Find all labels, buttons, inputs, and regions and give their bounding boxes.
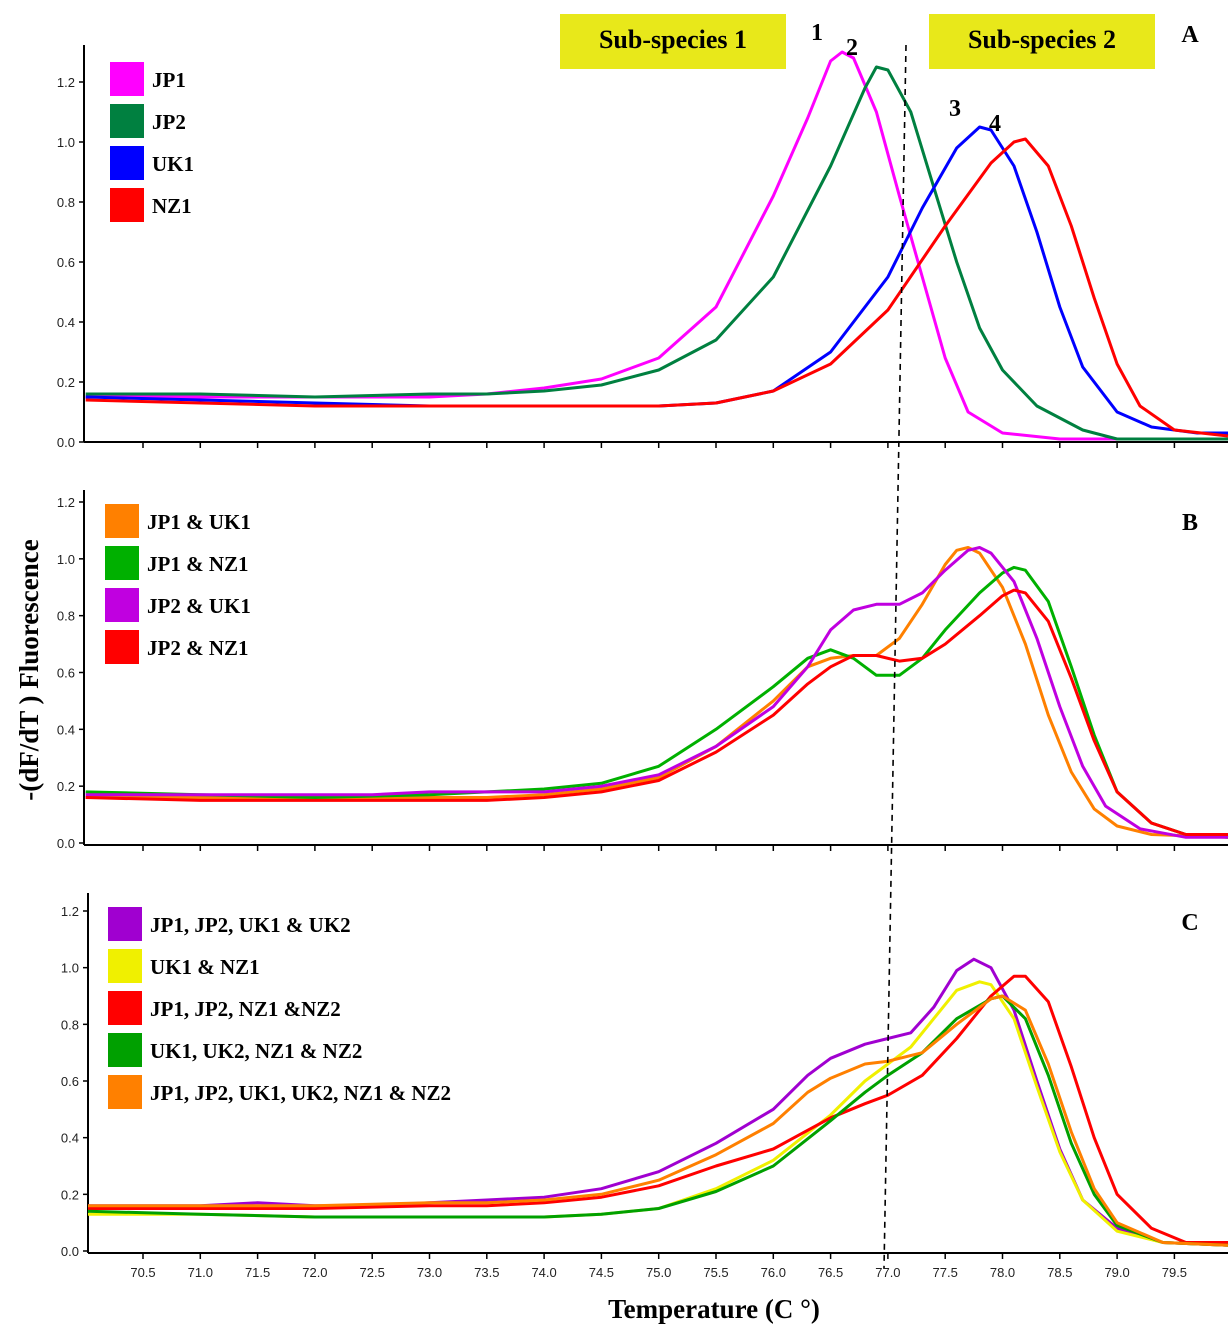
y-tick-label: 0.0 [57,836,75,851]
panel-letter: B [1182,510,1198,536]
y-tick-label: 1.0 [57,135,75,150]
x-tick-label: 70.5 [130,1265,155,1280]
legend-label: UK1, UK2, NZ1 & NZ2 [150,1039,362,1063]
x-tick-label: 72.5 [360,1265,385,1280]
series-line-jp1-uk1 [85,546,1229,839]
sub-species-1-box [560,14,786,69]
x-tick-label: 76.5 [818,1265,843,1280]
y-tick-label: 0.6 [61,1074,79,1089]
sub-species-2-box [929,14,1155,69]
series-line-nz1 [85,137,1229,438]
x-tick-label: 71.0 [188,1265,213,1280]
y-tick-label: 0.2 [61,1187,79,1202]
y-tick-label: 1.0 [57,552,75,567]
legend-label: JP1 & NZ1 [147,552,249,576]
panel-B: 0.0 0.2 0.4 0.6 0.8 1.0 1.2 JP1 & UK1 JP1 & NZ1 J… [57,490,1229,851]
series-line-jp2-nz1 [85,588,1228,836]
y-tick-label: 0.4 [57,722,75,737]
legend-label: UK1 [152,152,194,176]
y-tick-label: 0.6 [57,255,75,270]
y-tick-label: 1.2 [61,904,79,919]
y-tick-label: 1.0 [61,961,79,976]
panel-letter: A [1181,22,1199,48]
x-axis-title: Temperature (C °) [608,1294,820,1324]
subspecies-divider [883,44,907,1269]
y-tick-label: 0.0 [61,1244,79,1259]
legend-swatch [105,546,139,580]
panel-A: 0.0 0.2 0.4 0.6 0.8 1.0 1.2 JP1 JP2 UK1 NZ1 A [57,22,1229,450]
peak-number-3: 3 [949,96,961,122]
x-tick-label: 78.0 [990,1265,1015,1280]
x-tick-label: 78.5 [1047,1265,1072,1280]
legend-label: NZ1 [152,194,192,218]
panel-C: 0.0 0.2 0.4 0.6 0.8 1.0 1.2 70.5 71.0 71.5 72.0 72.… [61,893,1229,1280]
y-tick-label: 0.0 [57,435,75,450]
series-line-jp1-nz1 [85,565,1229,839]
peak-number-4: 4 [989,111,1001,137]
legend-label: JP1 [152,68,186,92]
legend-label: JP2 [152,110,186,134]
peak-number-2: 2 [846,35,858,61]
legend-label: JP1, JP2, UK1 & UK2 [150,913,351,937]
y-tick-label: 0.4 [57,315,75,330]
x-tick-label: 72.0 [302,1265,327,1280]
x-tick-label: 73.0 [417,1265,442,1280]
x-tick-label: 71.5 [245,1265,270,1280]
legend-swatch [105,630,139,664]
legend-swatch [105,504,139,538]
y-tick-label: 0.2 [57,779,75,794]
series-line-uk1 [85,125,1228,435]
legend-swatch [108,949,142,983]
legend-label: JP2 & UK1 [147,594,251,618]
legend-label: JP1, JP2, NZ1 &NZ2 [150,997,341,1021]
legend-swatch [105,588,139,622]
y-tick-label: 0.4 [61,1131,79,1146]
legend-swatch [110,62,144,96]
legend-label: JP1 & UK1 [147,510,251,534]
peak-number-1: 1 [811,20,823,46]
legend-swatch [108,1075,142,1109]
x-tick-label: 77.5 [933,1265,958,1280]
sub-species-1-label: Sub-species 1 [599,25,747,54]
sub-species-2-label: Sub-species 2 [968,25,1116,54]
y-tick-label: 0.8 [61,1017,79,1032]
series-line-jp1-jp2-uk1-uk2-nz1-nz2 [88,994,1229,1247]
y-tick-label: 1.2 [57,75,75,90]
series-line-jp2 [85,65,1228,441]
y-tick-label: 0.2 [57,375,75,390]
x-tick-label: 75.5 [703,1265,728,1280]
x-tick-label: 74.0 [531,1265,556,1280]
x-tick-label: 74.5 [589,1265,614,1280]
y-tick-label: 1.2 [57,495,75,510]
legend-swatch [108,907,142,941]
y-tick-label: 0.8 [57,609,75,624]
series-line-uk1-uk2-nz1-nz2 [87,994,1229,1247]
y-tick-label: 0.6 [57,666,75,681]
x-tick-label: 79.0 [1104,1265,1129,1280]
legend-swatch [108,1033,142,1067]
legend-swatch [110,146,144,180]
legend-swatch [110,104,144,138]
legend-label: JP2 & NZ1 [147,636,249,660]
y-axis-title: -(dF/dT ) Fluorescence [14,539,44,800]
x-tick-label: 79.5 [1162,1265,1187,1280]
legend-swatch [110,188,144,222]
legend-swatch [108,991,142,1025]
x-tick-label: 77.0 [875,1265,900,1280]
panel-letter: C [1181,910,1198,936]
x-tick-label: 76.0 [761,1265,786,1280]
x-tick-label: 73.5 [474,1265,499,1280]
y-tick-label: 0.8 [57,195,75,210]
series-line-jp1 [85,50,1228,441]
legend-label: UK1 & NZ1 [150,955,260,979]
series-line-jp2-uk1 [85,546,1228,839]
x-tick-label: 75.0 [646,1265,671,1280]
legend-label: JP1, JP2, UK1, UK2, NZ1 & NZ2 [150,1081,451,1105]
